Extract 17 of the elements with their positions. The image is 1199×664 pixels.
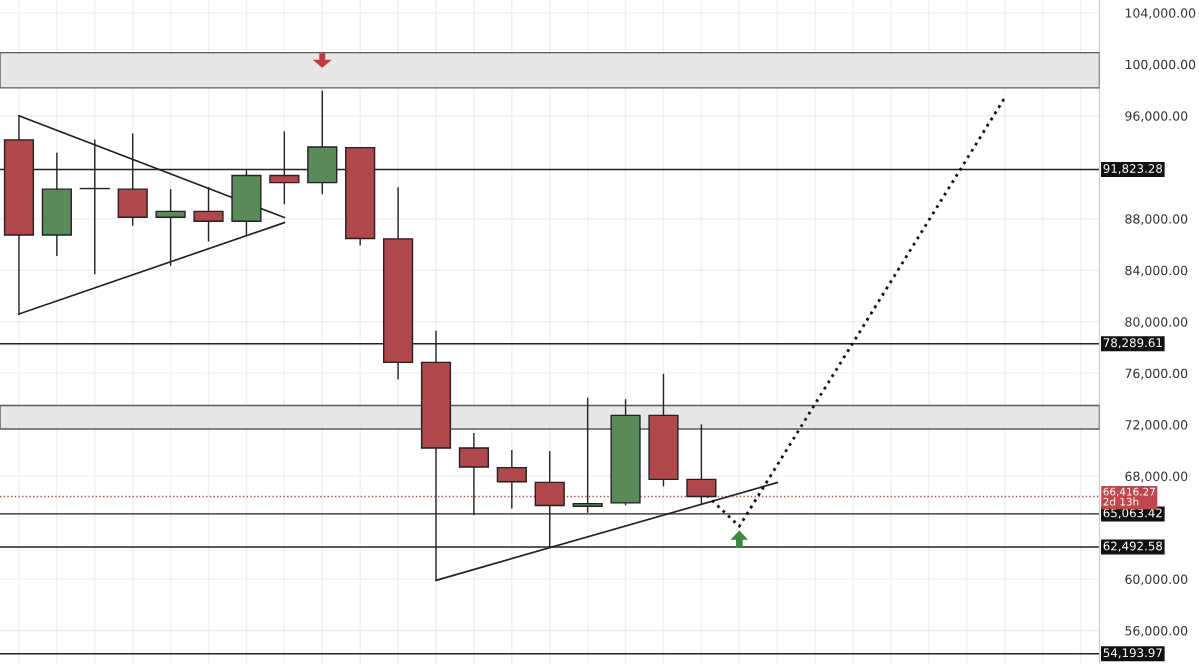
y-tick-label: 76,000.00 <box>1125 368 1188 380</box>
ref-line-label: 62,492.58 <box>1103 541 1163 552</box>
y-tick-label: 72,000.00 <box>1125 420 1188 431</box>
y-tick-label: 68,000.00 <box>1125 471 1188 483</box>
ref-line-label: 54,193.97 <box>1103 648 1162 659</box>
y-tick-label: 100,000.00 <box>1125 59 1196 71</box>
ref-line-label: 66,416.27 2d 13h <box>1103 487 1155 506</box>
y-tick-label: 56,000.00 <box>1125 626 1188 637</box>
y-tick-label: 80,000.00 <box>1125 317 1188 328</box>
y-tick-label: 84,000.00 <box>1125 265 1188 277</box>
y-tick-label: 104,000.00 <box>1125 8 1196 20</box>
ref-line-label: 65,063.42 <box>1103 508 1162 519</box>
y-tick-label: 60,000.00 <box>1125 574 1188 586</box>
ref-line-label: 91,823.28 <box>1103 164 1163 175</box>
y-tick-label: 96,000.00 <box>1125 111 1188 123</box>
y-tick-label: 88,000.00 <box>1125 214 1188 225</box>
ref-line-label: 78,289.61 <box>1103 338 1162 349</box>
